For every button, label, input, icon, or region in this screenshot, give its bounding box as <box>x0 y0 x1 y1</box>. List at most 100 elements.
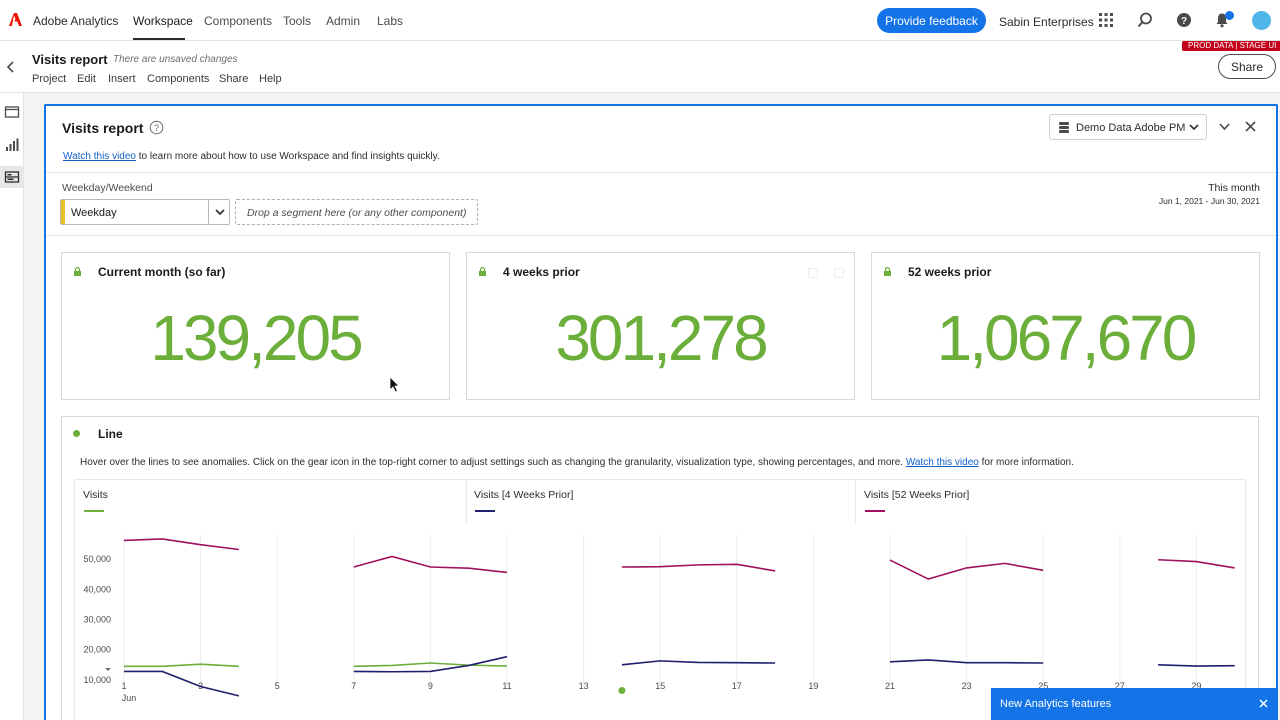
viz-status-dot <box>73 430 80 437</box>
nav-admin[interactable]: Admin <box>326 14 361 28</box>
legend-visits[interactable]: Visits <box>83 489 108 501</box>
y-tick-label: 10,000 <box>83 675 111 685</box>
lock-icon <box>884 267 891 276</box>
menu-project[interactable]: Project <box>32 73 67 85</box>
panel-title[interactable]: Visits report <box>62 120 144 136</box>
environment-badge: PROD DATA | STAGE UI <box>1182 41 1280 51</box>
avatar[interactable] <box>1252 11 1271 30</box>
expand-icon[interactable] <box>834 268 844 278</box>
lock-icon <box>479 267 486 276</box>
chevron-down-icon <box>1189 124 1199 131</box>
report-suite-select[interactable]: Demo Data Adobe PM <box>1049 114 1207 140</box>
provide-feedback-button[interactable]: Provide feedback <box>877 8 986 33</box>
series-line-2 <box>1158 558 1235 569</box>
summary-card-4-weeks-prior[interactable]: 4 weeks prior 301,278 <box>466 252 855 400</box>
panel-info-text: Watch this video to learn more about how… <box>63 151 440 162</box>
x-tick-label: 29 <box>1191 681 1201 691</box>
series-line-2 <box>889 559 1044 580</box>
panel-header-divider <box>46 172 1276 173</box>
nav-labs[interactable]: Labs <box>377 14 404 28</box>
y-tick-label: 30,000 <box>83 615 111 625</box>
x-tick-label: 19 <box>808 681 818 691</box>
x-tick-label: 25 <box>1038 681 1048 691</box>
x-tick-label: 27 <box>1115 681 1125 691</box>
date-range-value[interactable]: Jun 1, 2021 - Jun 30, 2021 <box>1158 196 1260 206</box>
panels-icon[interactable] <box>4 104 20 120</box>
summary-card-value: 139,205 <box>150 302 363 374</box>
summary-card-title: Current month (so far) <box>98 265 226 279</box>
nav-tools[interactable]: Tools <box>283 14 312 28</box>
project-title[interactable]: Visits report <box>32 52 108 67</box>
apps-grid-icon[interactable] <box>1098 12 1114 28</box>
series-line-0 <box>124 663 239 668</box>
app-brand[interactable]: Adobe Analytics <box>33 14 119 28</box>
menu-insert[interactable]: Insert <box>108 73 136 85</box>
bell-icon[interactable] <box>1214 12 1230 28</box>
series-line-1 <box>1158 664 1235 667</box>
segment-dropdown[interactable]: Weekday <box>60 199 230 225</box>
y-tick-label: 50,000 <box>83 554 111 564</box>
adobe-logo-icon[interactable] <box>9 13 22 26</box>
project-bar <box>0 41 1280 93</box>
panel-info-icon[interactable]: ? <box>149 120 164 135</box>
dropdown-filter-label: Weekday/Weekend <box>62 182 153 194</box>
axis-marker-icon <box>105 668 111 671</box>
dropzone-divider <box>46 235 1276 236</box>
legend-swatch-visits-4-weeks <box>475 510 495 512</box>
svg-text:?: ? <box>1181 16 1187 27</box>
x-tick-label: 13 <box>579 681 589 691</box>
series-line-1 <box>124 670 240 697</box>
x-tick-label: 15 <box>655 681 665 691</box>
viz-title[interactable]: Line <box>98 427 123 441</box>
new-features-toast[interactable]: New Analytics features <box>991 688 1277 720</box>
svg-text:?: ? <box>154 123 159 133</box>
summary-card-value: 301,278 <box>555 302 768 374</box>
series-line-0 <box>353 662 508 668</box>
summary-card-52-weeks-prior[interactable]: 52 weeks prior 1,067,670 <box>871 252 1260 400</box>
collapse-panel-icon[interactable] <box>1219 123 1230 131</box>
close-panel-icon[interactable] <box>1245 121 1256 132</box>
x-tick-label: 21 <box>885 681 895 691</box>
segment-drop-zone[interactable]: Drop a segment here (or any other compon… <box>235 199 478 225</box>
watch-video-link[interactable]: Watch this video <box>63 151 136 162</box>
x-tick-label: 7 <box>351 681 356 691</box>
viz-watch-video-link[interactable]: Watch this video <box>905 457 979 468</box>
menu-help[interactable]: Help <box>259 73 282 85</box>
series-line-1 <box>621 660 776 666</box>
search-icon[interactable] <box>1137 12 1153 28</box>
nav-workspace[interactable]: Workspace <box>133 14 193 28</box>
segment-dropdown-toggle[interactable] <box>208 200 230 224</box>
date-range-title[interactable]: This month <box>1208 182 1260 194</box>
help-icon[interactable]: ? <box>1176 12 1192 28</box>
legend-swatch-visits <box>84 510 104 512</box>
components-icon[interactable] <box>4 169 20 185</box>
summary-card-title: 52 weeks prior <box>908 265 992 279</box>
gear-icon[interactable] <box>808 268 818 278</box>
nav-components[interactable]: Components <box>204 14 273 28</box>
x-tick-label: 5 <box>275 681 280 691</box>
chart-frame <box>74 479 1246 720</box>
series-point-0 <box>618 686 626 694</box>
close-icon[interactable] <box>1259 699 1268 708</box>
menu-edit[interactable]: Edit <box>77 73 96 85</box>
x-tick-label: 9 <box>428 681 433 691</box>
back-chevron-icon[interactable] <box>6 61 16 73</box>
y-tick-label: 20,000 <box>83 645 111 655</box>
legend-visits-4-weeks[interactable]: Visits [4 Weeks Prior] <box>474 489 574 501</box>
unsaved-changes-note: There are unsaved changes <box>113 54 238 65</box>
notification-badge <box>1225 11 1234 20</box>
legend-swatch-visits-52-weeks <box>865 510 885 512</box>
summary-card-title: 4 weeks prior <box>503 265 580 279</box>
legend-visits-52-weeks[interactable]: Visits [52 Weeks Prior] <box>864 489 970 501</box>
lock-icon <box>74 267 81 276</box>
summary-card-value: 1,067,670 <box>936 302 1198 374</box>
share-button[interactable]: Share <box>1218 54 1276 79</box>
segment-dropdown-value: Weekday <box>71 207 117 219</box>
summary-card-current-month[interactable]: Current month (so far) 139,205 <box>61 252 450 400</box>
org-switcher[interactable]: Sabin Enterprises <box>999 15 1094 29</box>
menu-components[interactable]: Components <box>147 73 210 85</box>
visualizations-icon[interactable] <box>4 137 20 153</box>
x-tick-label: 1 <box>121 681 126 691</box>
menu-share[interactable]: Share <box>219 73 249 85</box>
